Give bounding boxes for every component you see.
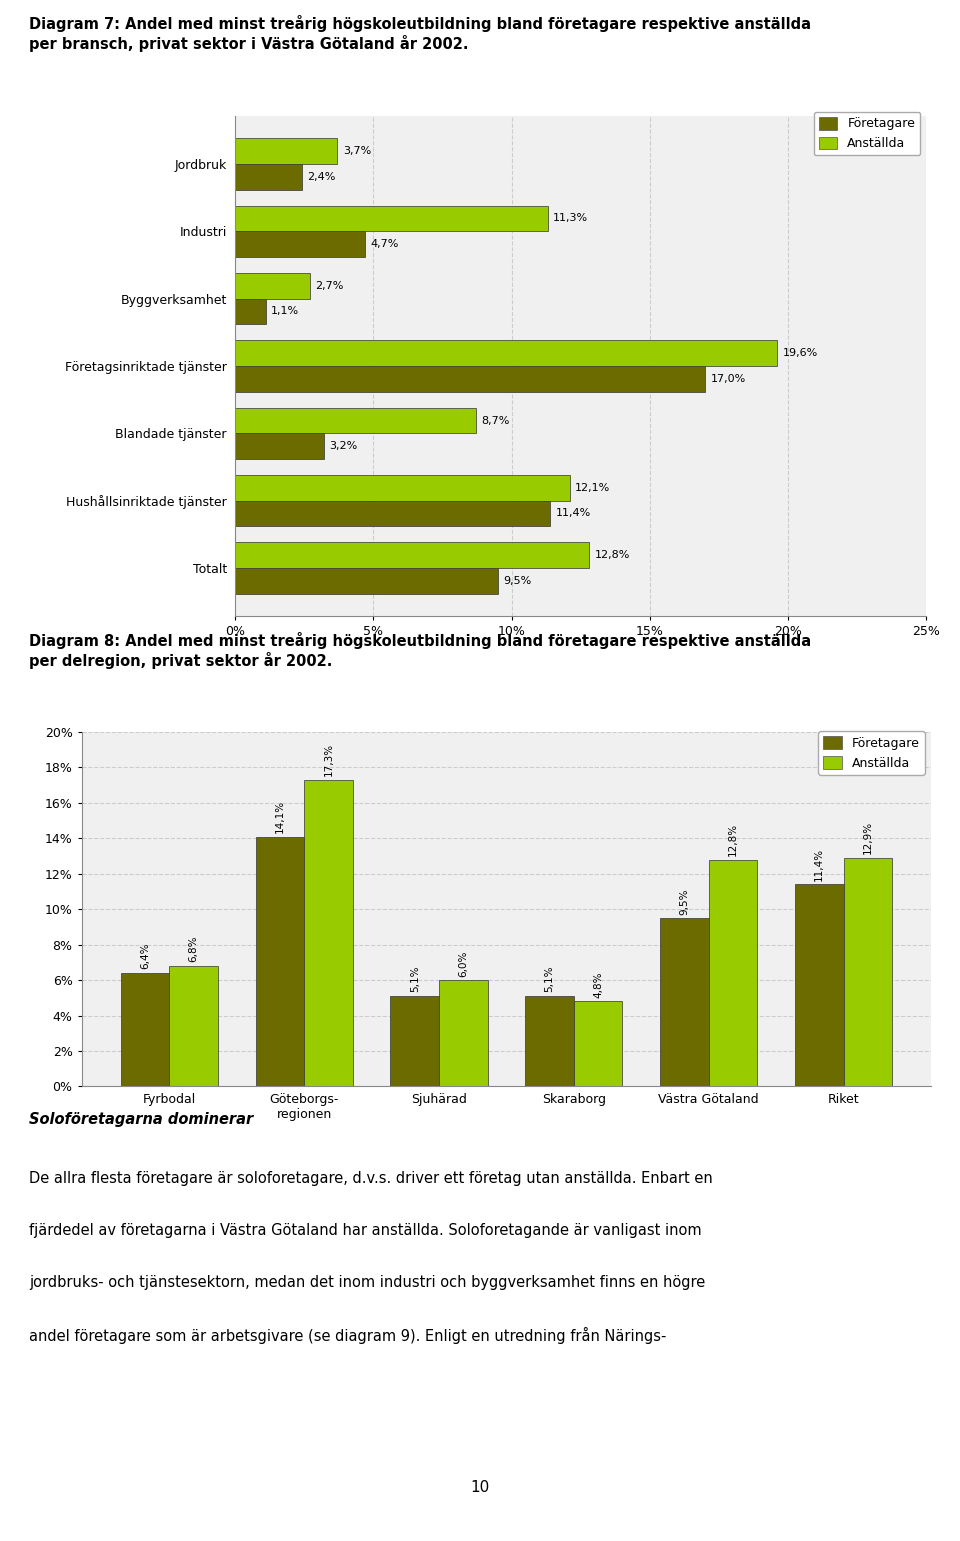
Bar <box>235 501 550 527</box>
Bar <box>235 433 324 459</box>
Text: 17,3%: 17,3% <box>324 743 333 777</box>
Text: 12,9%: 12,9% <box>863 821 873 854</box>
Bar <box>574 1002 622 1086</box>
Bar <box>235 365 706 391</box>
Bar <box>235 475 569 501</box>
Bar <box>235 163 301 190</box>
Bar <box>255 837 304 1086</box>
Bar <box>169 966 218 1086</box>
Bar <box>235 231 365 257</box>
Bar <box>235 273 310 299</box>
Text: 4,7%: 4,7% <box>371 239 399 250</box>
Text: 14,1%: 14,1% <box>275 800 285 834</box>
Text: 12,8%: 12,8% <box>728 823 738 857</box>
Text: 11,4%: 11,4% <box>814 848 825 881</box>
Bar <box>708 860 757 1086</box>
Text: 4,8%: 4,8% <box>593 971 603 999</box>
Text: andel företagare som är arbetsgivare (se diagram 9). Enligt en utredning från Nä: andel företagare som är arbetsgivare (se… <box>29 1327 666 1344</box>
Bar <box>235 408 476 433</box>
Text: 2,7%: 2,7% <box>316 280 344 291</box>
Bar <box>844 858 892 1086</box>
Text: 9,5%: 9,5% <box>680 888 689 914</box>
Text: 3,7%: 3,7% <box>343 146 372 156</box>
Text: 8,7%: 8,7% <box>481 416 510 425</box>
Text: 5,1%: 5,1% <box>544 966 555 992</box>
Text: 11,3%: 11,3% <box>553 214 588 223</box>
Text: Soloföretagarna dominerar: Soloföretagarna dominerar <box>29 1113 253 1126</box>
Text: 6,0%: 6,0% <box>458 951 468 977</box>
Text: De allra flesta företagare är soloforetagare, d.v.s. driver ett företag utan ans: De allra flesta företagare är soloforeta… <box>29 1171 712 1187</box>
Text: 17,0%: 17,0% <box>710 374 746 384</box>
Text: 1,1%: 1,1% <box>271 307 300 316</box>
Bar <box>439 980 488 1086</box>
Text: fjärdedel av företagarna i Västra Götaland har anställda. Soloforetagande är van: fjärdedel av företagarna i Västra Götala… <box>29 1224 702 1237</box>
Bar <box>235 299 266 324</box>
Bar <box>235 205 547 231</box>
Text: 5,1%: 5,1% <box>410 966 420 992</box>
Text: 3,2%: 3,2% <box>329 441 357 452</box>
Text: 12,1%: 12,1% <box>575 482 611 493</box>
Bar <box>235 542 589 569</box>
Text: 6,8%: 6,8% <box>188 935 199 962</box>
Legend: Företagare, Anställda: Företagare, Anställda <box>813 112 920 156</box>
Text: Diagram 7: Andel med minst treårig högskoleutbildning bland företagare respektiv: Diagram 7: Andel med minst treårig högsk… <box>29 15 811 52</box>
Bar <box>304 780 352 1086</box>
Text: 11,4%: 11,4% <box>556 509 591 518</box>
Bar <box>391 995 439 1086</box>
Text: Diagram 8: Andel med minst treårig högskoleutbildning bland företagare respektiv: Diagram 8: Andel med minst treårig högsk… <box>29 632 811 669</box>
Bar <box>525 995 574 1086</box>
Text: 19,6%: 19,6% <box>782 348 818 358</box>
Bar <box>121 972 169 1086</box>
Bar <box>660 918 708 1086</box>
Bar <box>795 885 844 1086</box>
Text: jordbruks- och tjänstesektorn, medan det inom industri och byggverksamhet finns : jordbruks- och tjänstesektorn, medan det… <box>29 1276 705 1290</box>
Text: 12,8%: 12,8% <box>594 550 630 561</box>
Bar <box>235 569 498 593</box>
Text: 6,4%: 6,4% <box>140 943 150 969</box>
Bar <box>235 139 338 163</box>
Legend: Företagare, Anställda: Företagare, Anställda <box>818 730 924 775</box>
Bar <box>235 341 777 365</box>
Text: 2,4%: 2,4% <box>307 171 335 182</box>
Text: 9,5%: 9,5% <box>503 576 532 586</box>
Text: 10: 10 <box>470 1479 490 1495</box>
